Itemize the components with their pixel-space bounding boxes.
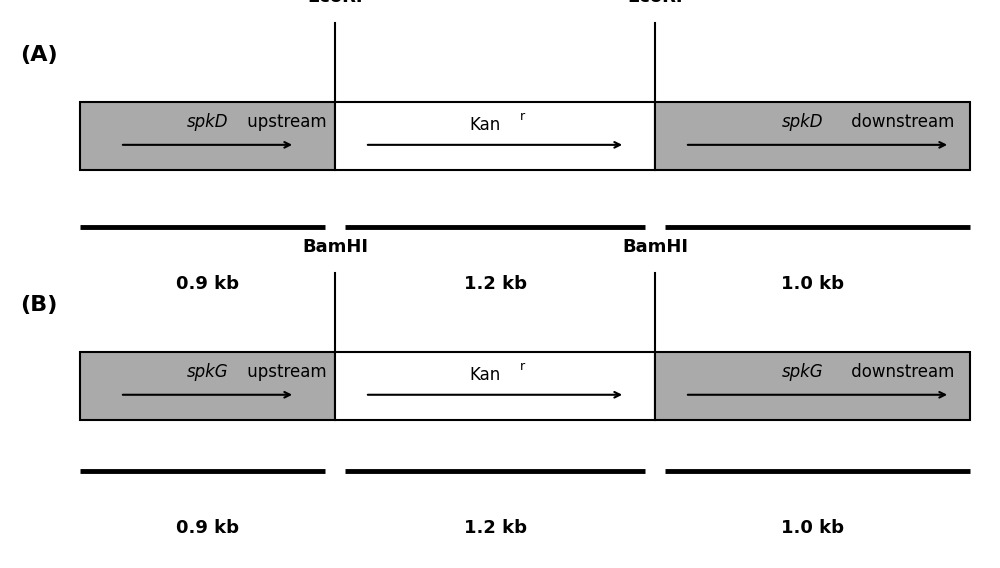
- Text: r: r: [520, 360, 525, 373]
- FancyBboxPatch shape: [80, 352, 335, 420]
- Text: 0.9 kb: 0.9 kb: [176, 275, 239, 293]
- Text: BamHI: BamHI: [622, 237, 688, 256]
- Text: Kan: Kan: [469, 116, 501, 134]
- FancyBboxPatch shape: [80, 102, 335, 170]
- Text: EcoRI: EcoRI: [307, 0, 363, 6]
- Text: 1.2 kb: 1.2 kb: [464, 519, 526, 537]
- Text: r: r: [520, 110, 525, 123]
- Text: upstream: upstream: [242, 363, 326, 381]
- Text: spkD: spkD: [782, 113, 823, 131]
- Text: spkD: spkD: [187, 113, 228, 131]
- Text: 1.2 kb: 1.2 kb: [464, 275, 526, 293]
- Text: spkG: spkG: [782, 363, 823, 381]
- Text: 0.9 kb: 0.9 kb: [176, 519, 239, 537]
- Text: EcoRI: EcoRI: [627, 0, 683, 6]
- Text: 1.0 kb: 1.0 kb: [781, 519, 844, 537]
- Text: spkG: spkG: [187, 363, 228, 381]
- Text: Kan: Kan: [469, 366, 501, 384]
- Text: downstream: downstream: [846, 113, 955, 131]
- FancyBboxPatch shape: [655, 352, 970, 420]
- Text: downstream: downstream: [846, 363, 955, 381]
- Text: upstream: upstream: [242, 113, 326, 131]
- Text: 1.0 kb: 1.0 kb: [781, 275, 844, 293]
- Text: (B): (B): [20, 295, 57, 315]
- FancyBboxPatch shape: [335, 352, 655, 420]
- FancyBboxPatch shape: [335, 102, 655, 170]
- FancyBboxPatch shape: [655, 102, 970, 170]
- Text: BamHI: BamHI: [302, 237, 368, 256]
- Text: (A): (A): [20, 45, 58, 65]
